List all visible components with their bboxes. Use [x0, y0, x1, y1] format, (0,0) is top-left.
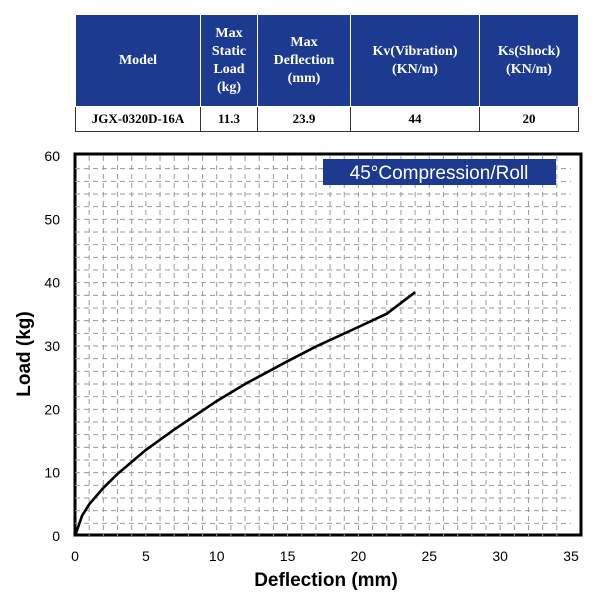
- x-tick-label: 0: [71, 548, 79, 564]
- x-tick-label: 10: [209, 548, 225, 564]
- load-deflection-curve: [73, 291, 416, 537]
- y-tick-label: 30: [44, 338, 60, 354]
- grid-lines: [75, 156, 571, 536]
- x-tick-label: 5: [142, 548, 150, 564]
- y-tick-label: 20: [44, 401, 60, 417]
- x-tick-label: 20: [351, 548, 367, 564]
- x-tick-label: 15: [280, 548, 296, 564]
- x-axis-title: Deflection (mm): [254, 570, 398, 591]
- load-deflection-chart: 0 10 20 30 40 50 60 0 5 10 15 20 25 30 35 45°Compress…: [14, 148, 583, 591]
- header-model: Model: [75, 14, 201, 107]
- y-tick-label: 0: [52, 528, 60, 544]
- spec-data-row: JGX-0320D-16A 11.3 23.9 44 20: [75, 106, 579, 132]
- cell-kv-vibration: 44: [350, 106, 480, 132]
- y-tick-label: 40: [44, 275, 60, 291]
- header-ks-shock: Ks(Shock) (KN/m): [479, 14, 579, 107]
- header-kv-vibration: Kv(Vibration) (KN/m): [350, 14, 480, 107]
- spec-table: Model Max Static Load (kg) Max Deflection (mm…: [75, 14, 579, 132]
- header-max-deflection: Max Deflection (mm): [257, 14, 351, 107]
- y-tick-label: 60: [44, 148, 60, 164]
- y-tick-label: 50: [44, 211, 60, 227]
- header-max-static-load: Max Static Load (kg): [200, 14, 258, 107]
- cell-max-static-load: 11.3: [200, 106, 258, 132]
- chart-title-badge: [323, 159, 556, 185]
- x-tick-label: 25: [421, 548, 437, 564]
- cell-ks-shock: 20: [479, 106, 579, 132]
- chart-title: 45°Compression/Roll: [350, 163, 529, 184]
- spec-header-row: Model Max Static Load (kg) Max Deflection (mm…: [75, 14, 579, 107]
- y-tick-label: 10: [44, 465, 60, 481]
- x-tick-label: 35: [563, 548, 579, 564]
- x-tick-labels: 0 5 10 15 20 25 30 35: [71, 548, 579, 564]
- x-tick-label: 30: [492, 548, 508, 564]
- plot-frame: [73, 152, 583, 537]
- y-axis-title: Load (kg): [14, 311, 35, 397]
- cell-model: JGX-0320D-16A: [75, 106, 201, 132]
- y-tick-labels: 0 10 20 30 40 50 60: [44, 148, 60, 544]
- cell-max-deflection: 23.9: [257, 106, 351, 132]
